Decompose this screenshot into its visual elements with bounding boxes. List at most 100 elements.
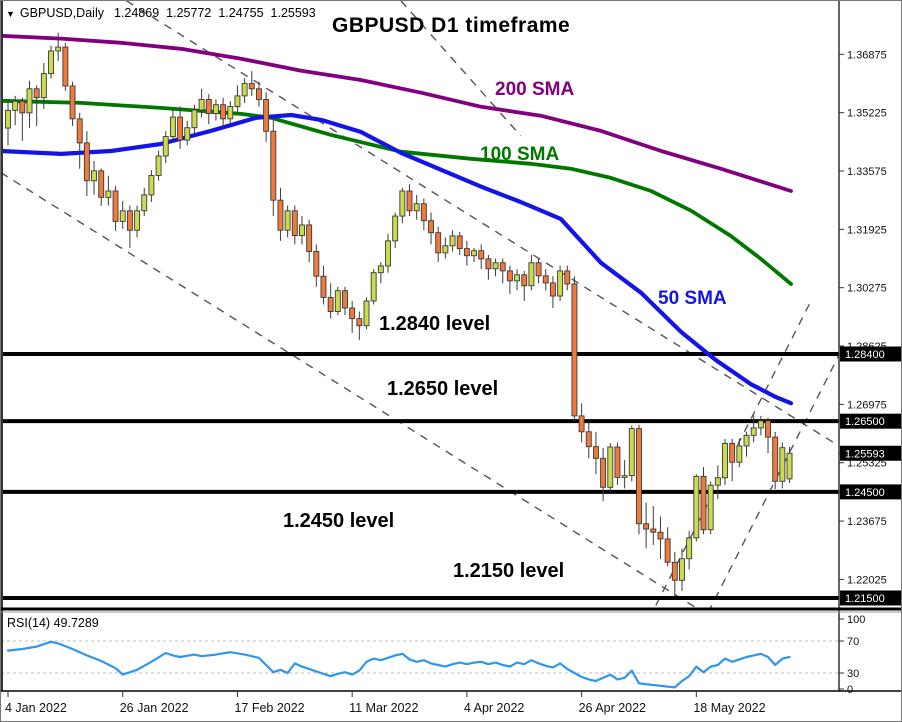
bear-candle: [765, 420, 771, 438]
bear-candle: [342, 290, 348, 309]
bull-candle: [48, 50, 54, 75]
bear-candle: [772, 436, 779, 482]
bear-candle: [521, 274, 528, 287]
price-badge-label: 1.28400: [845, 349, 885, 361]
descending-channel-upper: [125, 1, 839, 447]
price-badge: [840, 346, 901, 362]
rsi-tick-label: 70: [847, 636, 859, 648]
bull-candle: [399, 190, 406, 217]
bear-candle: [126, 210, 133, 231]
bear-candle: [428, 220, 434, 234]
bull-candle: [155, 155, 162, 176]
date-tick-label: 4 Jan 2022: [5, 701, 67, 715]
date-axis: 4 Jan 2022 26 Jan 2022 17 Feb 2022 11 Mar 2…: [5, 691, 766, 715]
ohlc-open: 1.24869: [113, 6, 160, 20]
rsi-pane: [1, 640, 839, 689]
bull-candle: [55, 46, 62, 52]
date-tick-label: 4 Apr 2022: [464, 701, 525, 715]
symbol-dropdown-icon[interactable]: ▼: [6, 9, 15, 19]
trendlines-layer: [1, 1, 839, 608]
bear-candle: [600, 457, 607, 488]
bear-candle: [585, 431, 592, 448]
bear-candle: [485, 258, 492, 270]
bull-candle: [714, 477, 721, 486]
bear-candle: [98, 170, 105, 198]
bull-candle: [5, 109, 11, 129]
bull-candle: [241, 83, 248, 97]
price-tick-label: 1.30275: [847, 283, 887, 295]
bull-candle: [212, 104, 219, 115]
bull-candle: [284, 210, 291, 231]
rsi-line: [6, 640, 791, 689]
bear-candle: [406, 190, 413, 212]
bull-candle: [686, 537, 693, 560]
price-tick-label: 1.22025: [847, 574, 887, 586]
price-badge-label: 1.25593: [845, 448, 885, 460]
bear-candle: [650, 528, 657, 533]
bull-candle: [363, 300, 370, 327]
bull-candle: [162, 136, 169, 157]
50-sma-line: [1, 112, 794, 406]
bear-candle: [463, 248, 470, 257]
bull-candle: [693, 475, 700, 539]
symbol-name: GBPUSD,Daily: [19, 6, 104, 20]
price-badge: [840, 413, 901, 429]
rsi-tick-label: 100: [847, 614, 865, 626]
bear-candle: [62, 46, 69, 87]
100-sma-line: [1, 98, 793, 286]
date-tick-label: 17 Feb 2022: [234, 701, 304, 715]
bear-candle: [177, 116, 184, 141]
bull-candle: [299, 224, 305, 236]
bull-candle: [449, 235, 456, 247]
bear-candle: [83, 142, 90, 182]
bear-candle: [349, 307, 356, 320]
date-tick-label: 11 Mar 2022: [349, 701, 418, 715]
bear-candle: [614, 446, 621, 478]
bear-candle: [636, 428, 642, 525]
date-tick-label: 18 May 2022: [693, 701, 765, 715]
bull-candle: [413, 203, 420, 212]
bull-candle: [442, 245, 449, 254]
price-tick-label: 1.35225: [847, 108, 887, 120]
bull-candle: [105, 190, 112, 198]
date-tick-label: 26 Apr 2022: [579, 701, 646, 715]
main-pane: [1, 1, 839, 608]
bull-candle: [198, 98, 205, 111]
bear-candle: [220, 104, 227, 120]
bull-candle: [750, 427, 757, 436]
bear-candle: [69, 85, 76, 120]
bear-candle: [320, 275, 327, 298]
bear-candle: [592, 446, 599, 459]
bull-candle: [169, 116, 176, 137]
bull-candle: [736, 445, 743, 463]
bear-candle: [700, 475, 707, 531]
bear-candle: [571, 283, 578, 417]
bull-candle: [557, 270, 564, 297]
price-badge: [840, 484, 901, 500]
price-badge-label: 1.26500: [845, 416, 885, 428]
bear-candle: [327, 296, 334, 313]
bear-candle: [643, 523, 650, 530]
bear-candle: [657, 531, 664, 540]
bear-candle: [112, 190, 119, 222]
bull-candle: [607, 446, 614, 488]
bull-candle: [628, 428, 635, 477]
bear-candle: [270, 130, 277, 201]
bear-candle: [549, 282, 556, 297]
bull-candle: [385, 240, 391, 267]
rsi-tick-label: 0: [847, 684, 853, 696]
bull-candle: [12, 100, 19, 111]
bull-candle: [621, 475, 628, 478]
ohlc-close: 1.25593: [270, 6, 316, 20]
bear-candle: [435, 232, 442, 254]
bear-candle: [356, 318, 363, 327]
bull-candle: [743, 434, 750, 447]
bear-candle: [248, 83, 255, 90]
bull-candle: [148, 174, 155, 196]
bull-candle: [119, 210, 126, 222]
date-tick-label: 26 Jan 2022: [120, 701, 189, 715]
rsi-tick-label: 30: [847, 668, 859, 680]
price-badge-label: 1.24500: [845, 487, 885, 499]
bear-candle: [306, 224, 313, 252]
